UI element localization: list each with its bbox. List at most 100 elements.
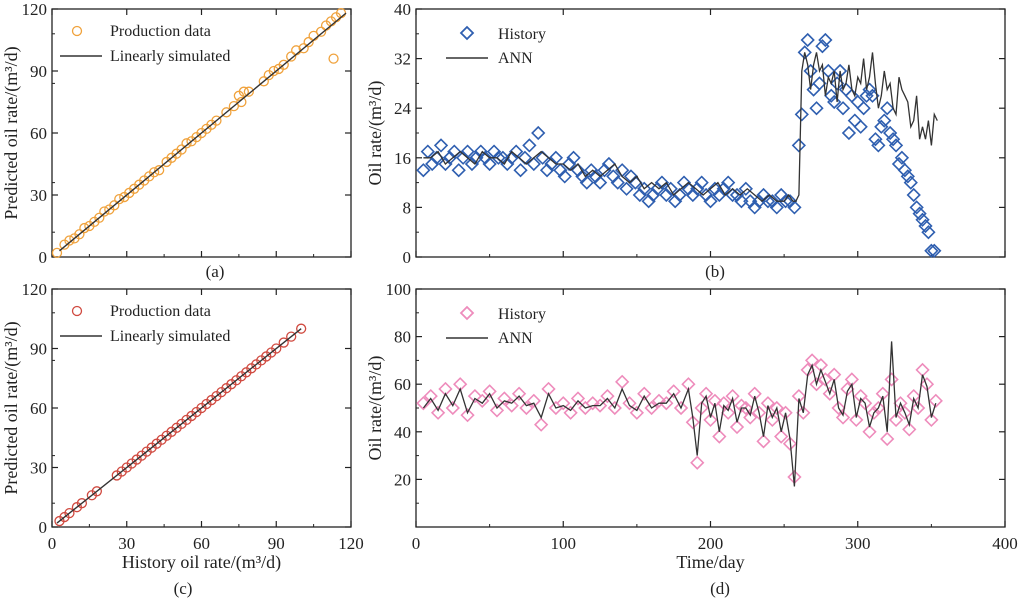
- history-point: [738, 181, 753, 196]
- history-point: [575, 169, 590, 184]
- history-point: [809, 101, 824, 116]
- history-point: [765, 194, 780, 209]
- data-point: [94, 212, 105, 223]
- history-point: [841, 125, 857, 141]
- history-point: [809, 377, 824, 392]
- y-tick-label: 30: [30, 186, 47, 205]
- history-point: [451, 163, 466, 178]
- data-point: [99, 206, 110, 217]
- y-tick-label: 30: [30, 459, 47, 478]
- data-point: [278, 337, 289, 348]
- history-point: [868, 132, 883, 147]
- data-point: [221, 107, 232, 118]
- data-point: [51, 247, 63, 259]
- data-point: [91, 486, 102, 497]
- y-tick-label: 24: [394, 99, 412, 118]
- history-point: [489, 403, 505, 418]
- data-point: [271, 343, 282, 354]
- history-point: [430, 405, 446, 420]
- history-point: [508, 144, 524, 159]
- x-tick-label: 100: [551, 534, 577, 553]
- x-tick-label: 0: [412, 534, 421, 553]
- history-point: [856, 101, 871, 116]
- history-point: [894, 150, 910, 165]
- legend-marker: [459, 25, 475, 41]
- history-point: [467, 388, 483, 404]
- history-point: [455, 150, 471, 165]
- history-point: [747, 386, 762, 401]
- history-point: [698, 187, 714, 203]
- legend-marker: [459, 305, 475, 321]
- data-point: [64, 507, 75, 519]
- history-point: [738, 400, 753, 416]
- fit-line: [59, 12, 347, 252]
- history-point: [425, 156, 440, 172]
- y-tick-label: 100: [386, 280, 412, 299]
- history-point: [504, 398, 519, 413]
- history-point: [473, 144, 488, 159]
- history-point: [778, 194, 793, 209]
- data-point: [153, 165, 165, 176]
- history-point: [698, 386, 714, 401]
- history-point: [610, 175, 625, 190]
- history-point: [694, 400, 709, 416]
- y-tick-label: 16: [394, 149, 411, 168]
- y-axis-label: Predicted oil rate/(m³/d): [1, 321, 22, 494]
- history-point: [880, 431, 895, 447]
- data-point: [114, 193, 125, 205]
- panel-label-b: (b): [705, 262, 725, 281]
- history-point: [888, 138, 904, 153]
- history-point: [803, 63, 818, 79]
- history-point: [824, 88, 839, 103]
- data-point: [79, 222, 90, 234]
- history-point: [703, 194, 718, 209]
- history-point: [818, 372, 833, 387]
- history-point: [606, 169, 621, 184]
- history-point: [871, 400, 886, 416]
- history-point: [526, 393, 541, 408]
- y-axis-label: Predicted oil rate/(m³/d): [1, 46, 22, 219]
- legend-label: ANN: [498, 50, 533, 67]
- history-point: [597, 163, 612, 178]
- history-point: [685, 187, 700, 203]
- data-point: [211, 115, 222, 126]
- history-point: [787, 200, 802, 215]
- history-point: [592, 398, 608, 413]
- y-tick-label: 60: [394, 375, 411, 394]
- history-point: [482, 384, 497, 399]
- history-point: [853, 119, 868, 134]
- y-tick-label: 90: [30, 62, 47, 81]
- history-point: [921, 225, 936, 240]
- x-tick-label: 400: [992, 534, 1018, 553]
- history-point: [902, 422, 917, 437]
- data-point: [268, 65, 279, 77]
- plot-frame: [415, 288, 1006, 528]
- history-point: [607, 400, 622, 416]
- history-point: [884, 372, 899, 387]
- history-point: [511, 386, 527, 401]
- y-tick-label: 0: [403, 248, 412, 267]
- history-point: [673, 400, 689, 416]
- history-point: [862, 82, 877, 97]
- history-point: [747, 200, 762, 215]
- history-point: [712, 429, 727, 444]
- legend-marker: [71, 25, 83, 37]
- history-point: [794, 107, 809, 122]
- history-point: [900, 169, 915, 184]
- data-point: [298, 43, 309, 54]
- history-point: [666, 384, 681, 399]
- history-point: [928, 393, 943, 408]
- history-point: [769, 400, 784, 416]
- y-tick-label: 60: [30, 124, 47, 143]
- history-point: [433, 138, 449, 153]
- y-tick-label: 80: [394, 328, 411, 347]
- data-point: [303, 36, 314, 48]
- history-point: [721, 405, 736, 420]
- history-point: [632, 187, 647, 203]
- data-point: [176, 144, 187, 155]
- history-point: [562, 156, 577, 172]
- history-point: [857, 396, 873, 411]
- y-tick-label: 8: [403, 198, 412, 217]
- legend-label: Linearly simulated: [110, 328, 230, 345]
- history-point: [835, 410, 851, 425]
